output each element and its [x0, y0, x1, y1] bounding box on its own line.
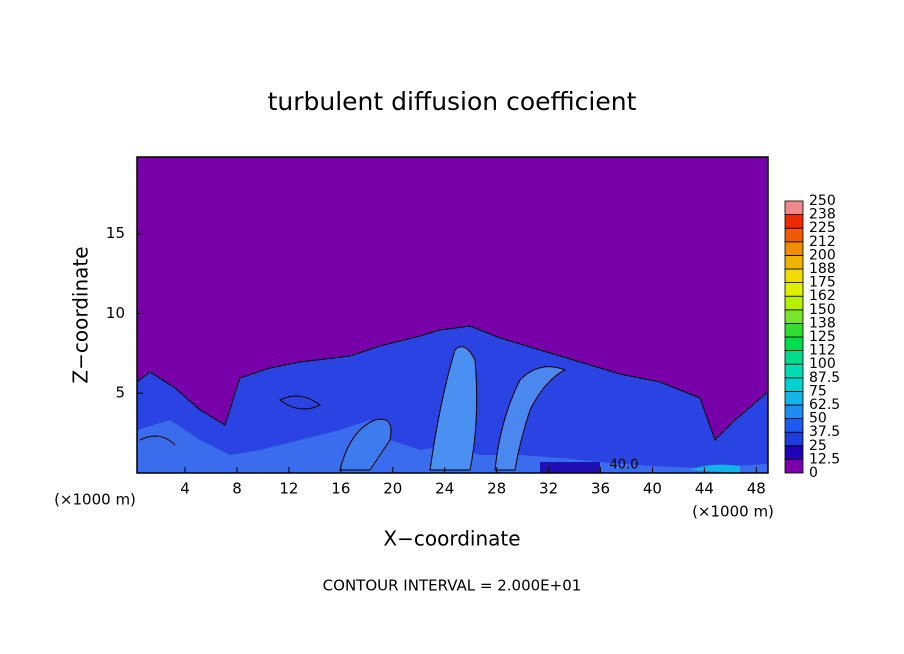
colorbar-label: 25: [809, 438, 827, 454]
colorbar-label: 138: [809, 315, 836, 331]
colorbar-box: [784, 445, 804, 460]
x-unit-label: (×1000 m): [692, 503, 774, 521]
colorbar-label: 225: [809, 220, 836, 236]
colorbar-label: 125: [809, 329, 836, 345]
colorbar-box: [784, 309, 804, 324]
x-axis-label: X−coordinate: [383, 527, 520, 551]
colorbar-label: 238: [809, 207, 836, 223]
colorbar-label: 212: [809, 234, 836, 250]
x-tick-label: 8: [232, 480, 242, 498]
x-tick-label: 16: [331, 480, 350, 498]
field-patch: [494, 366, 567, 471]
field-patch: [690, 464, 740, 473]
colorbar-label: 62.5: [809, 397, 840, 413]
colorbar-label: 100: [809, 356, 836, 372]
y-tick-label: 10: [106, 304, 125, 322]
contour-line: [279, 395, 321, 410]
x-tick-label: 32: [539, 480, 558, 498]
y-tick-label: 5: [115, 384, 125, 402]
colorbar-box: [784, 214, 804, 229]
colorbar-label: 200: [809, 247, 836, 263]
colorbar-box: [784, 336, 804, 352]
contour-label: 40.0: [610, 458, 639, 473]
y-unit-label: (×1000 m): [54, 491, 136, 509]
x-tick-label: 48: [747, 480, 766, 498]
colorbar-label: 37.5: [809, 424, 840, 440]
colorbar-label: 175: [809, 275, 836, 291]
colorbar-box: [784, 282, 804, 297]
colorbar-label: 12.5: [809, 451, 840, 467]
colorbar-box: [784, 200, 804, 216]
colorbar-label: 75: [809, 383, 827, 399]
field: [136, 156, 769, 474]
colorbar-box: [784, 390, 804, 406]
colorbar-label: 50: [809, 411, 827, 427]
x-tick-label: 40: [643, 480, 662, 498]
colorbar-box: [784, 350, 804, 365]
colorbar-box: [784, 268, 804, 284]
colorbar-label: 188: [809, 261, 836, 277]
x-tick-label: 36: [591, 480, 610, 498]
colorbar-label: 250: [809, 193, 836, 209]
colorbar-label: 162: [809, 288, 836, 304]
x-tick-label: 24: [435, 480, 454, 498]
plot-frame: [136, 156, 769, 474]
field-patch: [339, 418, 392, 471]
colorbar-box: [784, 431, 804, 447]
chart-title: turbulent diffusion coefficient: [268, 87, 637, 116]
x-tick-label: 12: [279, 480, 298, 498]
colorbar-label: 112: [809, 343, 836, 359]
contour-line: [139, 435, 176, 446]
colorbar-label: 87.5: [809, 370, 840, 386]
y-axis-label: Z−coordinate: [69, 246, 93, 383]
colorbar-box: [784, 377, 804, 392]
colorbar-box: [784, 254, 804, 270]
colorbar-box: [784, 458, 804, 474]
x-tick-label: 28: [487, 480, 506, 498]
x-tick-label: 20: [383, 480, 402, 498]
colorbar-label: 150: [809, 302, 836, 318]
colorbar-box: [784, 295, 804, 311]
colorbar-box: [784, 404, 804, 420]
colorbar-label: 0: [809, 465, 818, 481]
y-tick-label: 15: [106, 224, 125, 242]
x-tick-label: 4: [180, 480, 190, 498]
colorbar-box: [784, 363, 804, 379]
field-patch: [429, 346, 478, 471]
colorbar-box: [784, 227, 804, 243]
footer: CONTOUR INTERVAL = 2.000E+01: [323, 577, 582, 595]
colorbar-box: [784, 418, 804, 433]
field-patch: [540, 462, 600, 473]
colorbar-box: [784, 322, 804, 338]
colorbar-box: [784, 241, 804, 256]
x-tick-label: 44: [695, 480, 714, 498]
